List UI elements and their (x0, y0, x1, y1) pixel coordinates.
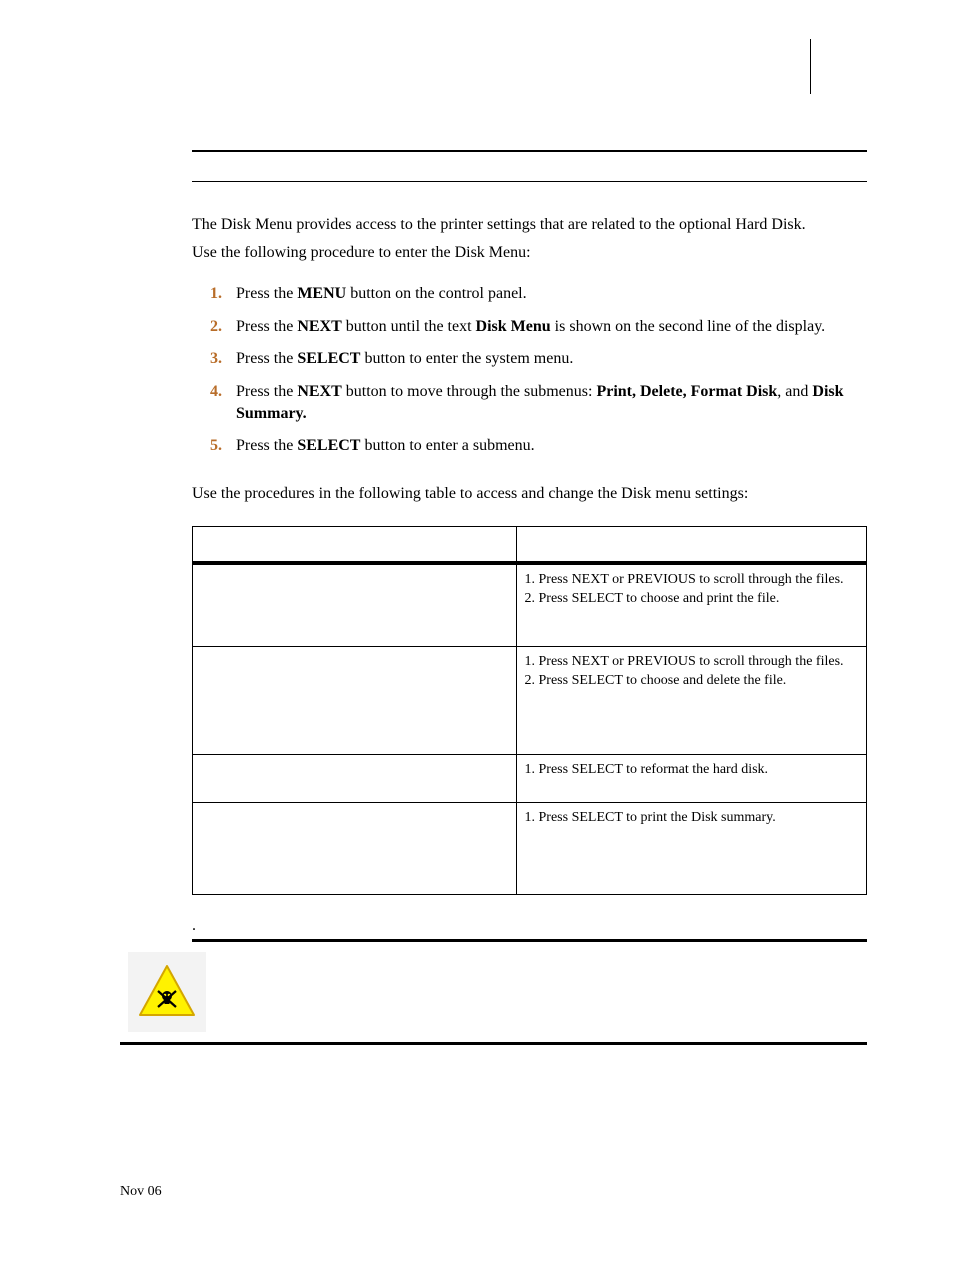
step-number: 3. (210, 348, 222, 370)
step-text: Press the NEXT button until the text Dis… (236, 318, 825, 335)
page-content: The Disk Menu provides access to the pri… (192, 150, 867, 1045)
table-cell (193, 565, 517, 647)
warning-rule-top (192, 939, 867, 942)
step-item: 5. Press the SELECT button to enter a su… (192, 435, 867, 457)
table-cell (193, 755, 517, 803)
table-header-cell (193, 527, 517, 563)
top-rule-thin (192, 181, 867, 182)
triangle-shape (140, 966, 194, 1015)
step-item: 3. Press the SELECT button to enter the … (192, 348, 867, 370)
table-cell: 1. Press NEXT or PREVIOUS to scroll thro… (516, 647, 866, 755)
table-cell (193, 647, 517, 755)
table-cell: 1. Press SELECT to reformat the hard dis… (516, 755, 866, 803)
warning-triangle-icon (136, 963, 198, 1021)
table-row: 1. Press NEXT or PREVIOUS to scroll thro… (193, 565, 867, 647)
warning-period: . (192, 917, 867, 935)
warning-icon-container (128, 952, 206, 1032)
intro-line1: The Disk Menu provides access to the pri… (192, 216, 806, 233)
step-item: 1. Press the MENU button on the control … (192, 283, 867, 305)
step-item: 2. Press the NEXT button until the text … (192, 316, 867, 338)
step-text: Press the MENU button on the control pan… (236, 285, 527, 302)
step-text: Press the NEXT button to move through th… (236, 383, 844, 422)
warning-rule-bottom (120, 1042, 867, 1045)
procedure-steps: 1. Press the MENU button on the control … (192, 283, 867, 457)
crop-mark (810, 39, 811, 94)
footer-date: Nov 06 (120, 1184, 162, 1200)
step-number: 2. (210, 316, 222, 338)
step-number: 1. (210, 283, 222, 305)
table-row: 1. Press SELECT to reformat the hard dis… (193, 755, 867, 803)
table-header-row (193, 527, 867, 563)
top-rule-thick (192, 150, 867, 152)
disk-menu-table: 1. Press NEXT or PREVIOUS to scroll thro… (192, 526, 867, 895)
step-item: 4. Press the NEXT button to move through… (192, 381, 867, 424)
step-number: 5. (210, 435, 222, 457)
table-cell: 1. Press SELECT to print the Disk summar… (516, 803, 866, 895)
warning-section: . (192, 917, 867, 1045)
table-row: 1. Press SELECT to print the Disk summar… (193, 803, 867, 895)
step-text: Press the SELECT button to enter the sys… (236, 350, 573, 367)
table-cell (193, 803, 517, 895)
step-text: Press the SELECT button to enter a subme… (236, 437, 535, 454)
step-number: 4. (210, 381, 222, 403)
table-header-cell (516, 527, 866, 563)
intro-line2: Use the following procedure to enter the… (192, 244, 531, 261)
table-cell: 1. Press NEXT or PREVIOUS to scroll thro… (516, 565, 866, 647)
table-prompt: Use the procedures in the following tabl… (192, 483, 867, 505)
table-row: 1. Press NEXT or PREVIOUS to scroll thro… (193, 647, 867, 755)
intro-text: The Disk Menu provides access to the pri… (192, 214, 867, 263)
